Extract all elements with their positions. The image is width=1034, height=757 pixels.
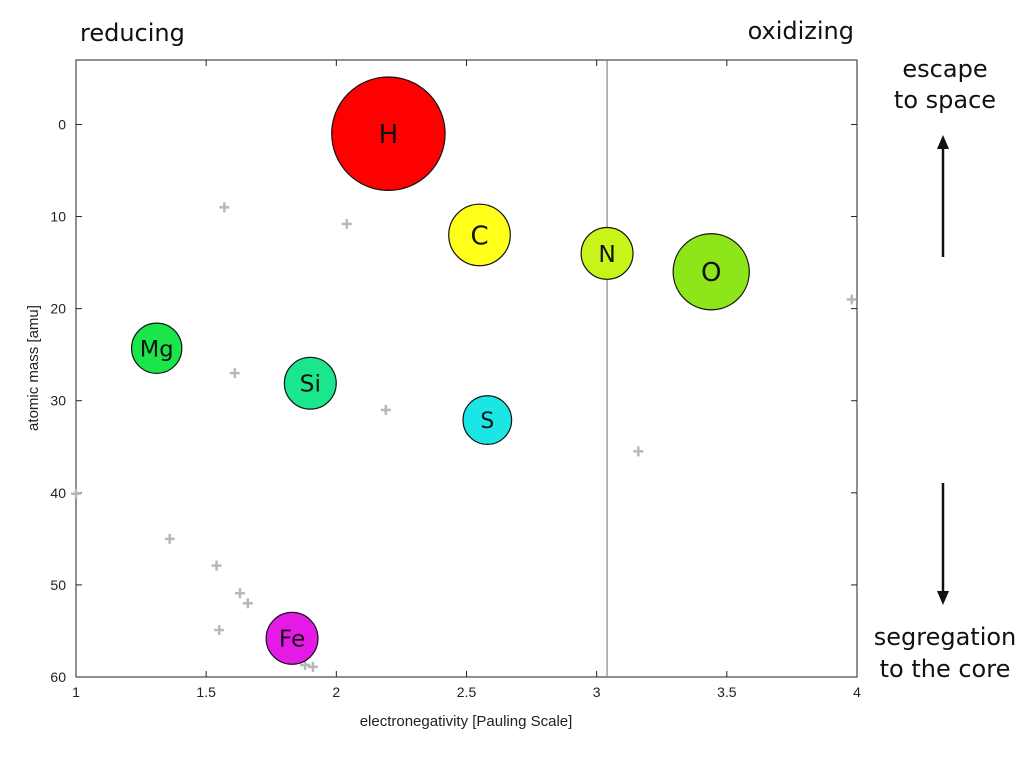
bubble-label-h: H	[379, 120, 399, 150]
y-tick-label: 10	[50, 209, 66, 225]
y-tick-label: 50	[50, 577, 66, 593]
y-tick-label: 30	[50, 393, 66, 409]
minor-point	[211, 560, 222, 571]
bubble-label-c: C	[470, 221, 488, 251]
minor-point	[214, 625, 225, 636]
bubble-label-si: Si	[300, 371, 321, 398]
minor-point	[219, 202, 230, 213]
x-tick-label: 1	[72, 684, 80, 700]
x-tick-label: 2	[332, 684, 340, 700]
bubble-label-mg: Mg	[140, 336, 174, 362]
x-tick-label: 2.5	[457, 684, 477, 700]
x-tick-label: 1.5	[196, 684, 216, 700]
minor-point	[633, 446, 644, 457]
y-tick-label: 60	[50, 669, 66, 685]
minor-point	[846, 294, 857, 305]
label-segregation-line2: to the core	[880, 655, 1011, 683]
minor-point	[235, 588, 246, 599]
minor-point	[380, 404, 391, 415]
minor-point	[229, 368, 240, 379]
minor-point	[341, 218, 352, 229]
y-axis: 0 10 20 30 40 50 60	[50, 116, 857, 685]
minor-point	[242, 598, 253, 609]
label-segregation-line1: segregation	[874, 623, 1017, 651]
x-tick-label: 3.5	[717, 684, 737, 700]
bubble-fe	[265, 611, 319, 665]
other-elements-series	[71, 202, 857, 672]
minor-point	[71, 488, 81, 499]
bubble-o	[672, 233, 750, 311]
minor-point	[300, 660, 311, 671]
arrow-down-icon	[937, 483, 949, 605]
bubble-n	[580, 226, 634, 280]
label-reducing: reducing	[80, 19, 185, 47]
bubble-label-o: O	[701, 258, 721, 288]
bubble-si	[283, 356, 337, 410]
y-axis-title: atomic mass [amu]	[25, 305, 42, 431]
label-oxidizing: oxidizing	[748, 17, 854, 45]
bubble-s	[462, 395, 513, 445]
arrow-up-icon	[937, 135, 949, 257]
bubble-mg	[130, 322, 183, 374]
x-axis: 1 1.5 2 2.5 3 3.5 4	[72, 60, 861, 700]
minor-point	[164, 533, 175, 544]
y-tick-label: 20	[50, 301, 66, 317]
label-escape-line1: escape	[902, 55, 987, 83]
label-escape-line2: to space	[894, 86, 996, 114]
bubble-label-s: S	[480, 409, 494, 434]
bubble-label-n: N	[598, 241, 615, 268]
y-tick-label: 40	[50, 485, 66, 501]
bubble-c	[448, 203, 511, 267]
x-tick-label: 4	[853, 684, 861, 700]
x-tick-label: 3	[593, 684, 601, 700]
y-tick-label: 0	[58, 116, 66, 132]
x-axis-title: electronegativity [Pauling Scale]	[360, 713, 573, 730]
bubble-label-fe: Fe	[279, 626, 305, 653]
minor-point	[307, 661, 318, 672]
bubble-h	[331, 76, 446, 191]
plot-area	[75, 59, 858, 678]
highlighted-elements-series: H C N O Mg Si S Fe	[130, 76, 750, 665]
